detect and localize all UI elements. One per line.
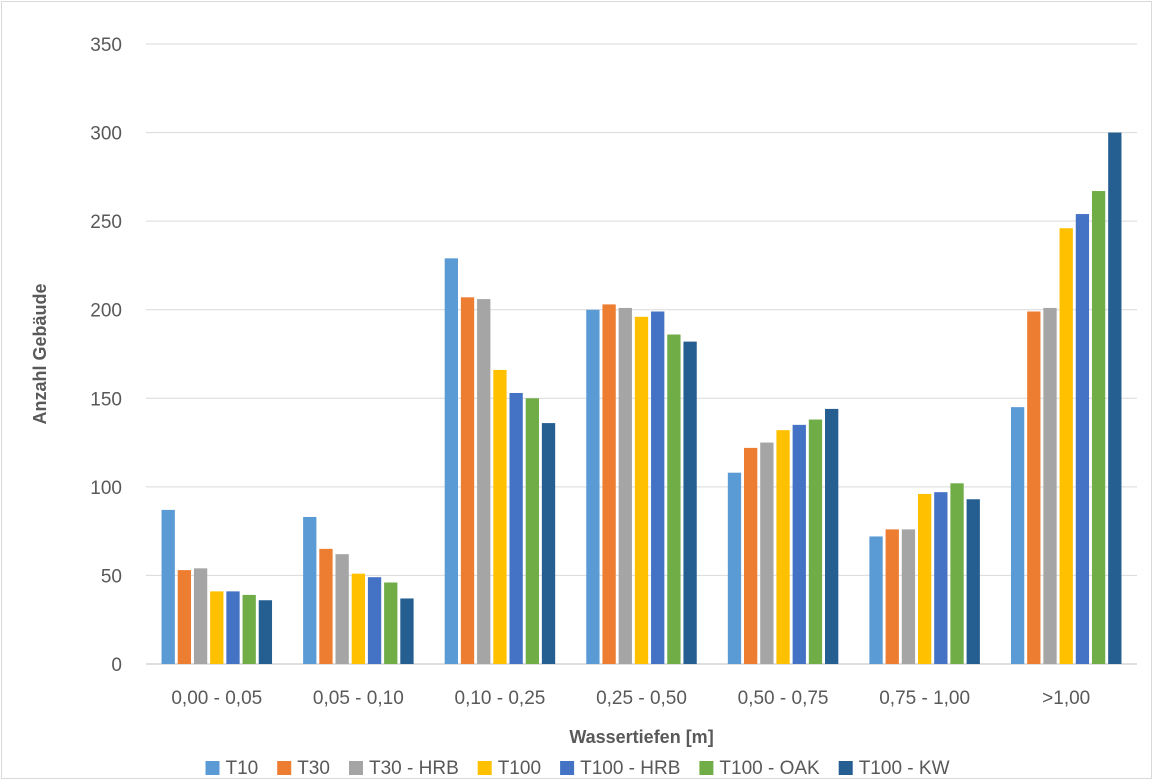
bar [1043,307,1057,664]
bars [161,132,1122,665]
x-tick-label: 0,05 - 0,10 [313,688,404,709]
bar [493,369,507,664]
y-tick-label: 0 [111,655,122,676]
bar [683,341,697,664]
bar [319,548,333,664]
legend-item: T30 [277,758,330,779]
y-tick-label: 100 [90,478,122,499]
legend-label: T100 - HRB [580,758,680,779]
bar [744,447,758,664]
legend-item: T10 [205,758,259,779]
bar [1059,228,1073,665]
bar [901,529,916,664]
legend-label: T30 [297,758,330,779]
bar [477,299,491,664]
bar [618,307,632,664]
y-axis-ticks: 0 50 100 150 200 250 300 350 [90,35,122,676]
legend: T10 T30 T30 - HRB T100 T100 - HRB T100 - OAK T… [205,758,950,779]
bar [460,297,475,664]
bar [1108,132,1122,664]
bar [651,311,665,664]
legend-swatch [349,761,363,775]
bar [586,309,600,664]
legend-swatch [560,761,575,775]
bar [776,430,790,664]
bar [541,423,556,664]
legend-label: T100 [498,758,541,779]
x-tick-label: >1,00 [1042,688,1090,709]
bar [869,536,883,664]
legend-item: T100 - HRB [560,758,680,779]
bar [966,499,980,664]
bar [210,591,224,664]
bar [384,582,398,664]
legend-item: T100 - KW [838,758,950,779]
bar [825,408,839,664]
y-tick-label: 250 [90,212,122,233]
x-tick-label: 0,10 - 0,25 [455,688,546,709]
bar [808,419,823,664]
bar [177,570,192,664]
bar [226,591,240,664]
bar [193,568,208,664]
legend-item: T100 - OAK [699,758,820,779]
y-axis-title: Anzahl Gebäude [30,283,50,424]
x-tick-label: 0,00 - 0,05 [171,688,262,709]
bar [303,516,317,664]
bar [1027,311,1041,664]
legend-swatch [477,761,492,775]
legend-swatch [205,761,220,775]
bar [760,442,774,664]
bar [161,509,175,664]
bar [335,554,349,664]
y-tick-label: 200 [90,301,122,322]
bar [444,258,458,664]
bar [667,334,681,664]
bar [917,493,932,664]
legend-label: T100 - KW [859,758,950,779]
legend-swatch [838,761,853,775]
legend-swatch [699,761,714,775]
legend-swatch [277,761,292,775]
legend-label: T30 - HRB [369,758,459,779]
legend-label: T10 [226,758,259,779]
x-tick-label: 0,75 - 1,00 [879,688,970,709]
bar [1010,407,1025,664]
bar [885,529,899,664]
bar [792,424,806,664]
bar [727,472,742,664]
bar [509,392,523,664]
y-tick-label: 150 [90,389,122,410]
x-tick-label: 0,50 - 0,75 [738,688,829,709]
x-tick-label: 0,25 - 0,50 [596,688,687,709]
bar [634,316,649,664]
bar [367,577,382,664]
bar [1091,191,1106,664]
legend-item: T30 - HRB [349,758,459,779]
x-axis-ticks: 0,00 - 0,05 0,05 - 0,10 0,10 - 0,25 0,25 - … [171,688,1090,709]
bar [602,304,616,664]
bar [351,573,366,664]
bar [950,483,964,664]
bar [242,594,256,664]
bar [934,492,948,664]
bar [258,600,273,664]
y-tick-label: 300 [90,124,122,145]
bar [400,598,414,664]
y-tick-label: 50 [101,566,122,587]
bar [525,398,539,664]
legend-item: T100 [477,758,541,779]
legend-label: T100 - OAK [719,758,820,779]
y-tick-label: 350 [90,35,122,56]
bar [1075,214,1090,664]
x-axis-title: Wassertiefen [m] [569,727,713,747]
